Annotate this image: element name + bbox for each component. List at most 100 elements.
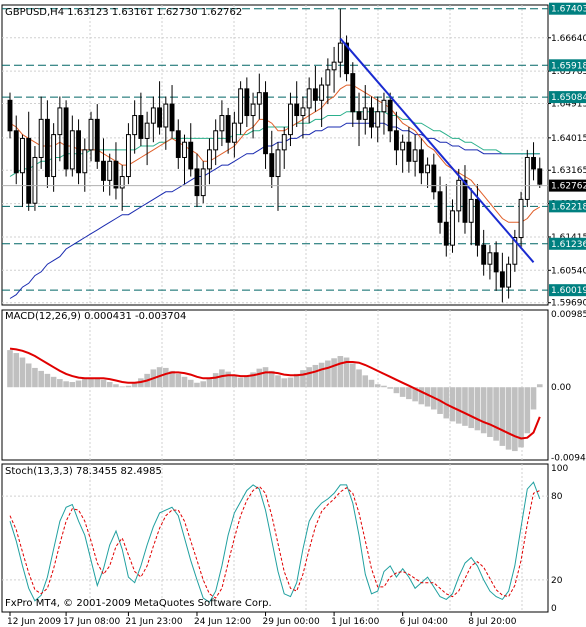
candle-body [263, 92, 268, 155]
macd-histogram-bar [518, 387, 524, 448]
candle-body [531, 156, 536, 170]
candle-body [487, 252, 493, 265]
macd-histogram-bar [368, 379, 375, 388]
level-price-tag-label: 1.61236 [551, 240, 586, 250]
candle-body [144, 122, 150, 139]
macd-histogram-bar [237, 377, 244, 388]
candle-body [157, 107, 163, 128]
price-axis-label: 1.65765 [551, 67, 586, 77]
candle-body [344, 42, 349, 75]
price-axis-label: 1.64015 [551, 134, 586, 144]
candle-body [69, 130, 75, 170]
candle-body [418, 149, 424, 174]
candle-body [175, 130, 181, 158]
price-panel-header: GBPUSD,H4 1.63123 1.63161 1.62730 1.6276… [5, 7, 242, 18]
macd-histogram-bar [406, 387, 412, 400]
macd-histogram-bar [480, 387, 487, 434]
candle-body [369, 107, 374, 128]
macd-histogram-bar [187, 379, 194, 388]
macd-histogram-bar [212, 373, 219, 388]
macd-histogram-bar [94, 377, 101, 388]
candle-body [51, 134, 57, 178]
time-axis-label: 1 Jul 16:00 [331, 617, 380, 627]
macd-histogram-bar [356, 369, 362, 388]
price-panel[interactable] [2, 8, 548, 303]
candle-body [200, 168, 206, 197]
macd-signal-line [9, 347, 541, 440]
macd-histogram-bar [200, 381, 207, 388]
macd-histogram-bar [381, 385, 387, 388]
stochastic-axis-label: 20 [551, 576, 563, 586]
moving-average-slow [9, 122, 540, 299]
time-axis-label: 21 Jun 23:00 [125, 617, 182, 627]
macd-histogram-bar [418, 387, 425, 405]
level-price-tag [549, 59, 586, 72]
candle-body [169, 103, 175, 132]
stochastic-panel-header: Stoch(13,3,3) 78.3455 82.4985 [5, 466, 162, 477]
macd-panel[interactable] [7, 347, 543, 452]
macd-histogram-bar [225, 371, 231, 388]
macd-histogram-bar [256, 368, 263, 388]
candle-body [20, 137, 25, 174]
macd-histogram-bar [331, 358, 337, 388]
macd-histogram-bar [443, 387, 450, 419]
macd-histogram-bar [88, 378, 94, 388]
stochastic-panel[interactable] [9, 481, 541, 603]
candle-body [163, 103, 169, 128]
price-axis-label: 1.59690 [551, 299, 586, 309]
macd-histogram-bar [312, 364, 319, 388]
level-price-tag-label: 1.62218 [551, 202, 586, 212]
candle-body [150, 107, 156, 124]
macd-histogram-bar [194, 382, 200, 388]
candle-body [225, 115, 231, 143]
candle-body [113, 160, 119, 189]
macd-histogram-bar [387, 387, 393, 389]
candle-body [26, 137, 32, 204]
candle-body [101, 160, 106, 181]
macd-histogram-bar [468, 387, 475, 429]
time-axis-label: 8 Jul 20:00 [468, 617, 517, 627]
macd-histogram-bar [119, 386, 125, 388]
macd-panel-border [1, 309, 549, 461]
candle-body [512, 237, 518, 265]
macd-histogram-bar [19, 357, 26, 388]
macd-histogram-bar [493, 387, 499, 441]
candle-body [63, 107, 69, 170]
macd-histogram-bar [530, 387, 537, 410]
level-price-tag-label: 1.67403 [551, 5, 586, 15]
candle-body [456, 179, 462, 212]
macd-histogram-bar [231, 375, 238, 388]
candle-body [493, 252, 499, 273]
candle-body [275, 149, 281, 178]
current-price-tag-label: 1.62762 [551, 182, 586, 192]
macd-histogram-bar [100, 379, 107, 388]
candle-body [7, 99, 13, 132]
candle-body [88, 118, 94, 151]
candle-body [138, 115, 144, 139]
candle-body [119, 176, 125, 189]
price-axis-label: 1.63165 [551, 166, 586, 176]
candle-body [213, 130, 219, 151]
candle-body [443, 221, 449, 246]
candle-body [250, 103, 256, 117]
time-axis-label: 6 Jul 04:00 [400, 617, 449, 627]
macd-panel-header: MACD(12,26,9) 0.000431 -0.003704 [5, 311, 186, 322]
stochastic-main-line [9, 481, 541, 603]
macd-histogram-bar [536, 384, 543, 388]
candle-body [306, 88, 312, 109]
trend-line[interactable] [339, 37, 535, 263]
macd-histogram-bar [505, 387, 512, 450]
stochastic-axis-label: 100 [551, 464, 568, 474]
macd-histogram-bar [219, 369, 225, 388]
candle-body [524, 156, 530, 200]
macd-histogram-bar [7, 350, 13, 388]
candle-body [188, 141, 194, 170]
level-price-tag [549, 200, 586, 213]
price-axis-label: 1.66640 [551, 34, 586, 44]
macd-histogram-bar [275, 375, 281, 388]
candle-body [281, 134, 287, 151]
time-axis-label: 29 Jun 00:00 [263, 617, 320, 627]
candle-body [312, 88, 318, 101]
candle-body [406, 141, 412, 162]
